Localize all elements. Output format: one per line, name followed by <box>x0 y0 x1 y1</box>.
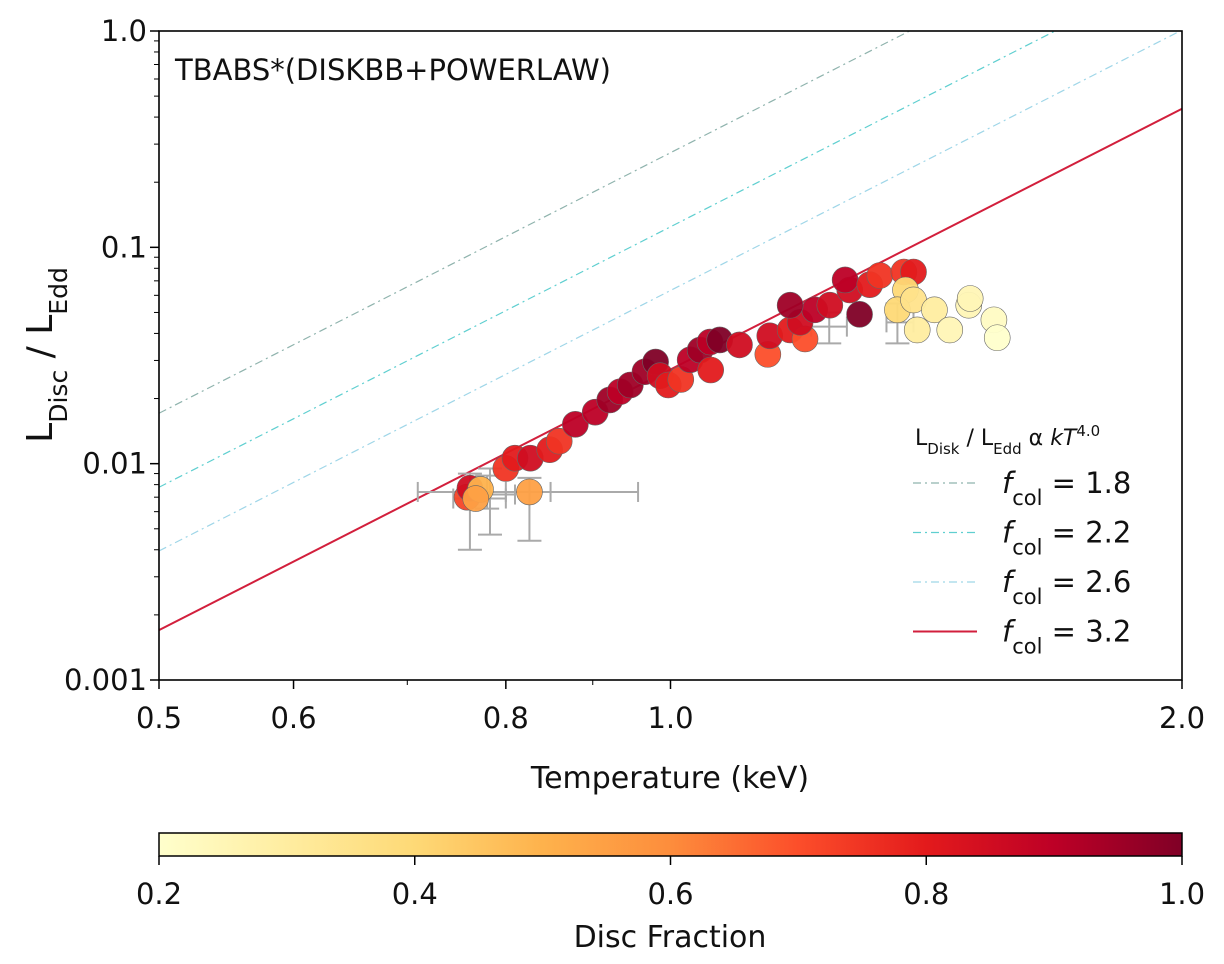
scatter-point <box>697 356 725 384</box>
scatter-point <box>983 324 1011 352</box>
colorbar-tick-label: 1.0 <box>1159 877 1205 911</box>
y-axis-label-sub: Disc <box>44 370 73 423</box>
x-tick-label: 1.0 <box>647 701 693 735</box>
legend-label-part: col <box>1012 536 1042 560</box>
y-tick-label: 1.0 <box>101 14 147 48</box>
scatter-point <box>866 262 894 289</box>
x-tick-label: 2.0 <box>1159 701 1205 735</box>
legend-label-part: = 3.2 <box>1042 615 1131 649</box>
scatter-point <box>726 331 753 359</box>
legend-title-part: kT <box>1050 426 1078 451</box>
annotation: TBABS*(DISKBB+POWERLAW) <box>174 53 611 87</box>
legend-label: fcol = 2.2 <box>1002 516 1131 560</box>
scatter-point <box>545 427 573 455</box>
x-tick-label: 0.6 <box>270 701 316 735</box>
legend-label-part: col <box>1012 585 1042 609</box>
colorbar-tick-label: 0.6 <box>647 877 693 911</box>
legend-title-part: 4.0 <box>1076 422 1100 440</box>
scatter-point <box>921 296 948 324</box>
plot-area <box>159 31 1182 680</box>
scatter-point <box>562 411 589 438</box>
legend-title-part: / L <box>960 426 994 451</box>
legend-title: LDisk / LEdd α kT4.0 <box>915 422 1100 458</box>
legend-label: fcol = 1.8 <box>1002 466 1131 510</box>
scatter-point <box>462 485 490 512</box>
scatter-point <box>776 291 804 319</box>
scatter-point <box>936 316 964 344</box>
colorbar-tick-label: 0.4 <box>392 877 438 911</box>
colorbar-tick-label: 0.2 <box>136 877 182 911</box>
y-axis-label-part: / L <box>20 315 61 370</box>
y-axis-label-sub: Edd <box>44 267 73 315</box>
scatter-point <box>903 316 931 344</box>
scatter-point <box>816 291 844 319</box>
legend-title-part: Edd <box>993 440 1022 458</box>
scatter-point <box>516 478 543 506</box>
model-line <box>159 31 1057 488</box>
model-line <box>159 31 1182 552</box>
scatter-point <box>846 301 873 328</box>
legend-label-part: = 2.2 <box>1042 516 1131 550</box>
legend-label-part: col <box>1012 486 1042 510</box>
colorbar <box>158 832 1183 857</box>
colorbar-label: Disc Fraction <box>574 920 767 955</box>
legend-label-part: = 2.6 <box>1042 565 1131 599</box>
y-tick-label: 0.01 <box>82 447 147 481</box>
x-axis-label: Temperature (keV) <box>530 761 809 796</box>
y-axis-label: LDisc / LEdd <box>20 267 73 443</box>
legend-title-part: L <box>915 426 928 451</box>
x-tick-label: 0.8 <box>483 701 529 735</box>
plot-layer <box>159 31 1182 632</box>
y-tick-label: 0.1 <box>101 230 147 264</box>
colorbar-tick-label: 0.8 <box>903 877 949 911</box>
legend-label-part: col <box>1012 635 1042 659</box>
legend-title-part: α <box>1022 426 1051 451</box>
scatter-point <box>956 285 984 312</box>
scatter-point <box>831 266 859 294</box>
x-tick-label: 0.5 <box>136 701 182 735</box>
y-tick-label: 0.001 <box>64 663 147 697</box>
legend-label-part: = 1.8 <box>1042 466 1131 500</box>
error-bar <box>452 472 507 551</box>
y-axis-label-part: L <box>20 423 61 443</box>
legend-title-part: Disk <box>927 440 960 458</box>
